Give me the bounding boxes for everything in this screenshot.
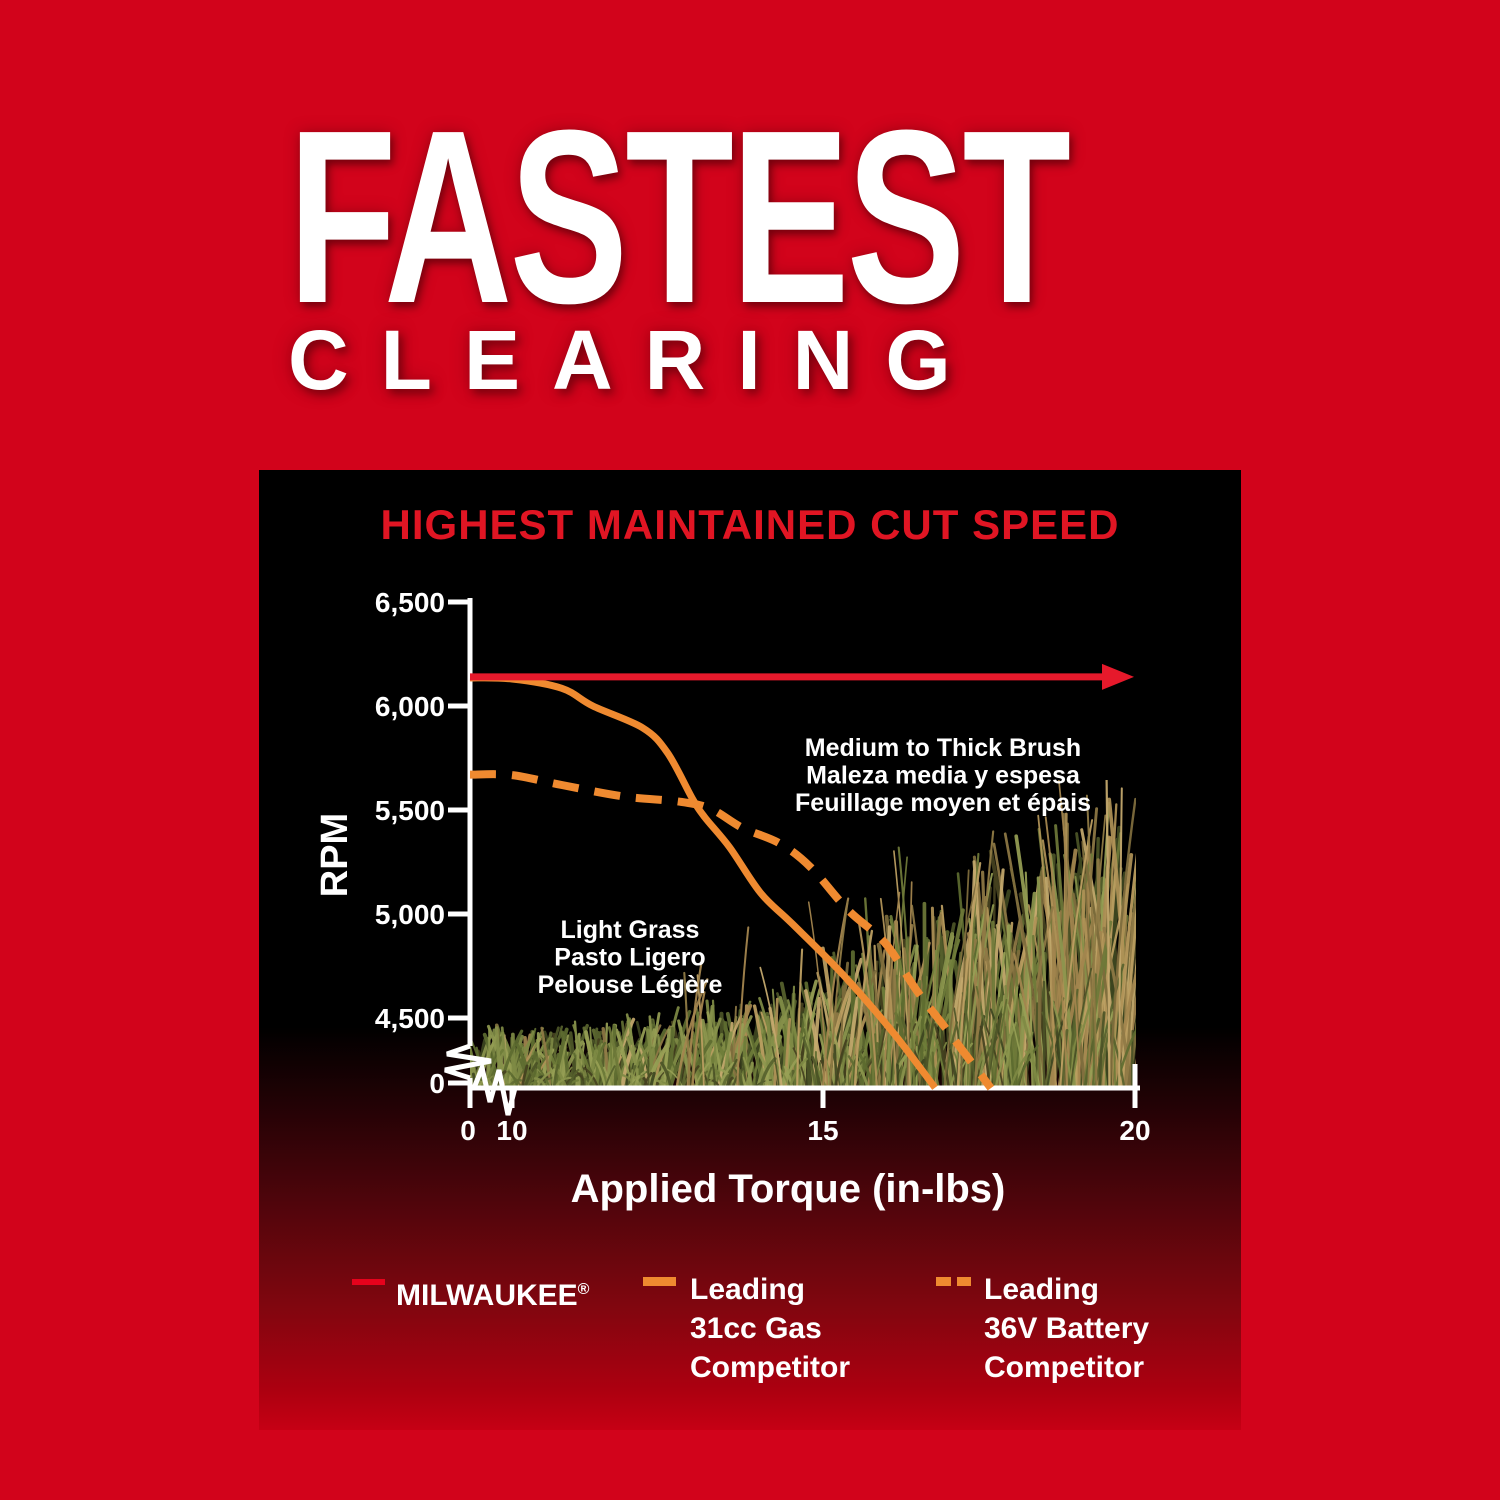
x-axis-label: Applied Torque (in-lbs) xyxy=(571,1167,1006,1211)
svg-text:6,500: 6,500 xyxy=(375,587,445,618)
svg-text:0: 0 xyxy=(460,1115,476,1146)
legend-gas-line2: 31cc Gas xyxy=(690,1312,822,1345)
svg-text:5,000: 5,000 xyxy=(375,899,445,930)
legend-battery-line3: Competitor xyxy=(984,1351,1144,1384)
registered-mark: ® xyxy=(577,1281,590,1298)
gas-competitor-line xyxy=(469,674,938,1090)
svg-text:4,500: 4,500 xyxy=(375,1003,445,1034)
legend-label-milwaukee: MILWAUKEE® xyxy=(396,1270,589,1315)
legend-battery-line2: 36V Battery xyxy=(984,1312,1150,1345)
legend-battery-line1: Leading xyxy=(984,1273,1100,1306)
headline-clearing: CLEARING xyxy=(288,313,983,407)
legend-milwaukee-text: MILWAUKEE xyxy=(396,1279,578,1312)
svg-text:6,000: 6,000 xyxy=(375,691,445,722)
svg-text:0: 0 xyxy=(429,1068,445,1099)
headline-fastest: FASTEST xyxy=(288,79,1071,355)
chart-title: HIGHEST MAINTAINED CUT SPEED xyxy=(380,501,1120,548)
legend-swatch-gas xyxy=(643,1277,676,1286)
chart-panel: HIGHEST MAINTAINED CUT SPEED 6,500 6,000 5… xyxy=(259,470,1241,1430)
legend-label-battery: Leading 36V Battery Competitor xyxy=(984,1270,1149,1387)
svg-text:5,500: 5,500 xyxy=(375,795,445,826)
svg-text:15: 15 xyxy=(807,1115,838,1146)
svg-text:20: 20 xyxy=(1119,1115,1150,1146)
svg-text:Light Grass: Light Grass xyxy=(561,916,700,944)
svg-text:10: 10 xyxy=(496,1115,527,1146)
svg-text:Medium to Thick Brush: Medium to Thick Brush xyxy=(805,734,1081,762)
legend-swatch-battery-dash2 xyxy=(957,1277,971,1286)
axes xyxy=(444,598,1140,1116)
arrow-head xyxy=(1102,663,1134,690)
svg-text:Maleza media y espesa: Maleza media y espesa xyxy=(806,762,1081,790)
legend-gas-line1: Leading xyxy=(690,1273,806,1306)
legend-label-gas: Leading 31cc Gas Competitor xyxy=(690,1270,850,1387)
battery-competitor-line xyxy=(469,770,995,1091)
svg-text:Pasto Ligero: Pasto Ligero xyxy=(554,944,705,972)
x-tick-labels: 0 10 15 20 xyxy=(460,1115,1150,1146)
legend-swatch-battery-dash1 xyxy=(936,1277,951,1286)
legend-swatch-milwaukee xyxy=(352,1279,385,1285)
svg-text:Pelouse Légère: Pelouse Légère xyxy=(538,971,723,999)
milwaukee-line xyxy=(470,663,1134,690)
legend-gas-line3: Competitor xyxy=(690,1351,850,1384)
svg-text:Feuillage moyen et épais: Feuillage moyen et épais xyxy=(795,789,1091,817)
cut-speed-chart: 6,500 6,000 5,500 5,000 4,500 00 10 15 20 RPM Appl… xyxy=(314,587,1151,1211)
y-axis-label: RPM xyxy=(314,813,356,897)
y-tick-labels: 6,500 6,000 5,500 5,000 4,500 0 xyxy=(375,587,445,1099)
